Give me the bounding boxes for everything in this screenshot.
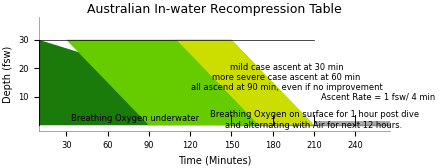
Y-axis label: Depth (fsw): Depth (fsw) xyxy=(3,45,13,103)
Title: Australian In-water Recompression Table: Australian In-water Recompression Table xyxy=(87,3,341,16)
Text: Breathing Oxygen on surface for 1 hour post dive
and alternating with Air for ne: Breathing Oxygen on surface for 1 hour p… xyxy=(209,110,418,130)
Polygon shape xyxy=(314,121,390,125)
X-axis label: Time (Minutes): Time (Minutes) xyxy=(178,155,251,165)
Text: Breathing Oxygen underwater: Breathing Oxygen underwater xyxy=(71,114,199,123)
Polygon shape xyxy=(39,40,314,125)
Polygon shape xyxy=(66,40,314,125)
Text: Ascent Rate = 1 fsw/ 4 min: Ascent Rate = 1 fsw/ 4 min xyxy=(321,92,435,101)
Polygon shape xyxy=(176,40,314,125)
Text: mild case ascent at 30 min
more severe case ascent at 60 min
all ascend at 90 mi: mild case ascent at 30 min more severe c… xyxy=(191,62,382,92)
